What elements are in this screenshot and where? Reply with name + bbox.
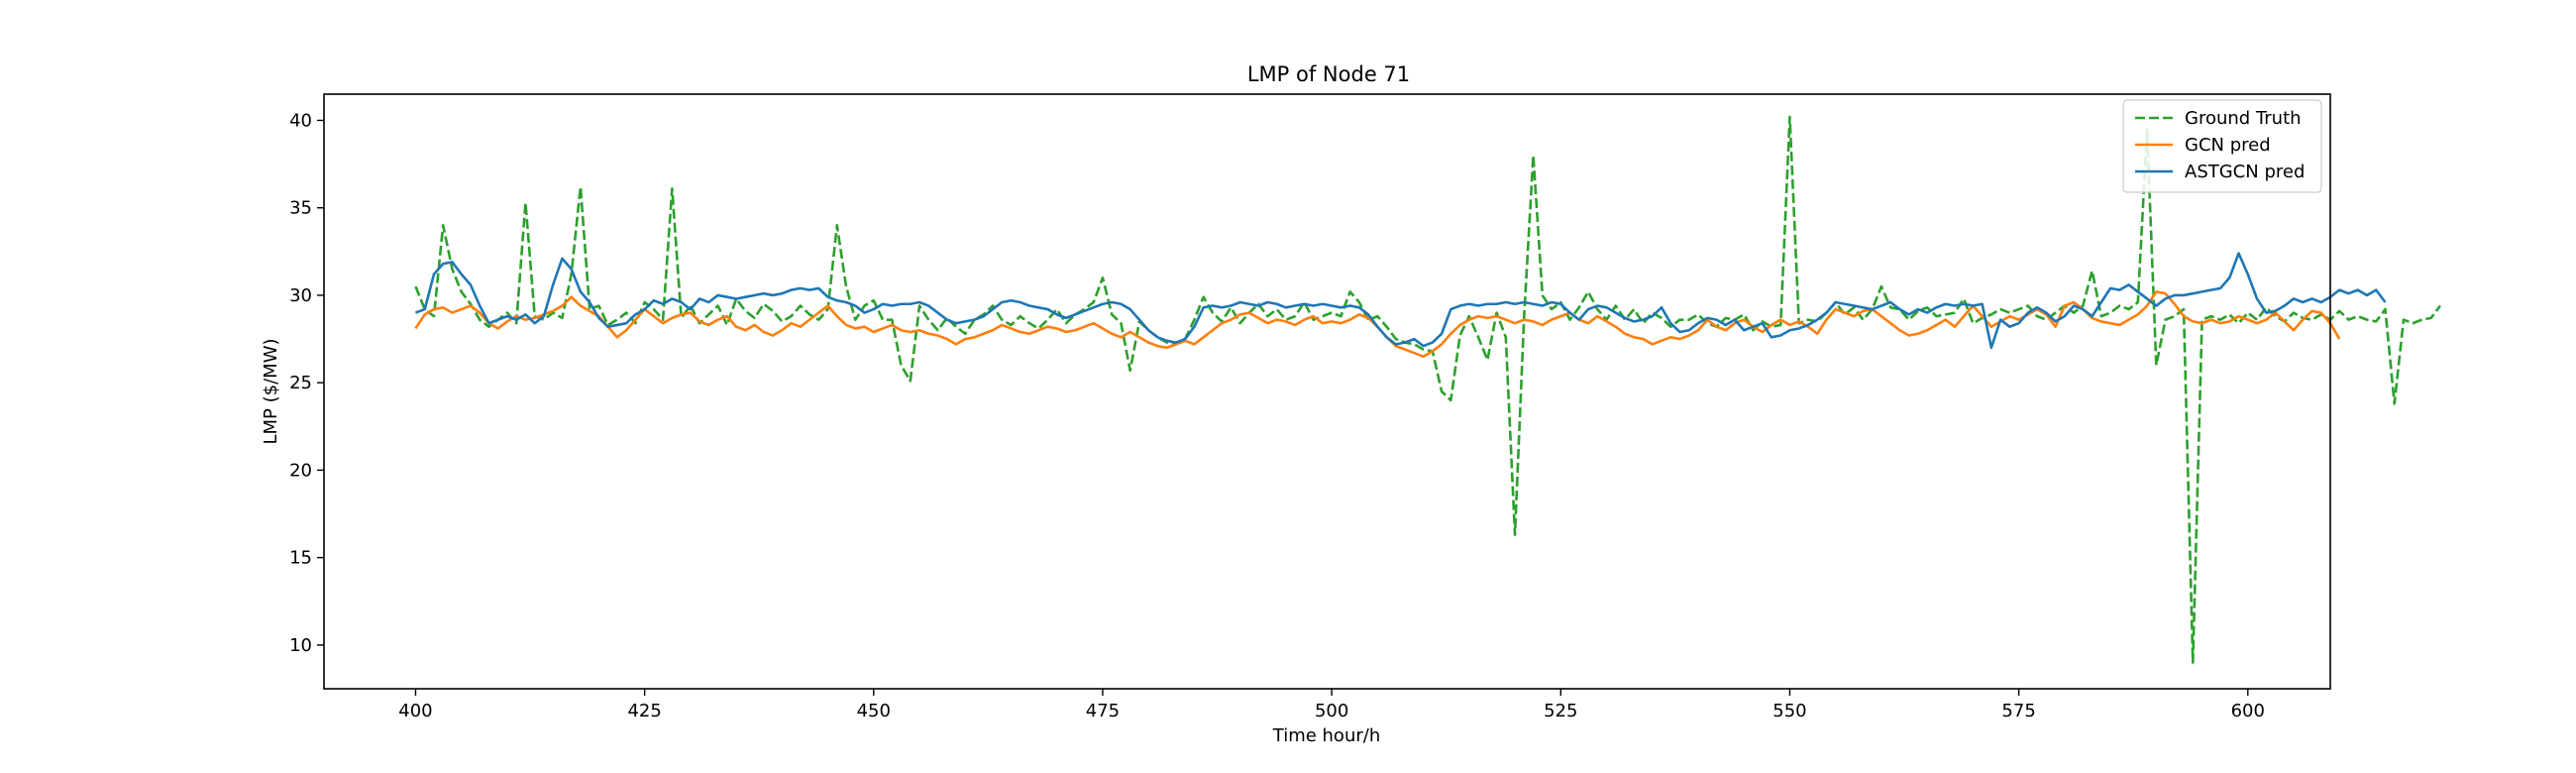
x-axis-label: Time hour/h	[1272, 725, 1380, 746]
x-tick-label: 600	[2231, 701, 2265, 721]
legend-label-gcn-pred: GCN pred	[2185, 135, 2271, 156]
series-line-ground-truth	[414, 115, 2442, 664]
plot-area	[414, 115, 2442, 664]
plot-frame	[323, 93, 2331, 690]
legend: Ground Truth GCN pred ASTGCN pred	[2122, 99, 2322, 193]
y-tick-label: 40	[289, 110, 312, 131]
x-axis: 400 425 450 475 500 525 550 575 600	[398, 689, 2265, 721]
x-tick-label: 575	[2001, 701, 2035, 721]
legend-label-ground-truth: Ground Truth	[2185, 108, 2302, 129]
series-line-astgcn-pred	[415, 252, 2387, 350]
x-tick-label: 500	[1315, 701, 1348, 721]
x-tick-label: 450	[857, 701, 891, 721]
y-axis: 10 15 20 25 30 35 40	[289, 110, 324, 656]
y-tick-label: 35	[289, 198, 312, 219]
y-tick-label: 30	[289, 285, 312, 306]
x-tick-label: 475	[1086, 701, 1120, 721]
legend-label-astgcn-pred: ASTGCN pred	[2185, 162, 2305, 182]
chart-title: LMP of Node 71	[1247, 62, 1410, 86]
legend-box	[2122, 99, 2322, 193]
x-tick-label: 425	[627, 701, 661, 721]
y-tick-label: 20	[289, 460, 312, 481]
y-tick-label: 25	[289, 373, 312, 393]
y-tick-label: 15	[289, 548, 312, 569]
x-tick-label: 550	[1772, 701, 1806, 721]
y-axis-label: LMP ($/MW)	[261, 338, 281, 444]
x-tick-label: 525	[1544, 701, 1577, 721]
x-tick-label: 400	[398, 701, 432, 721]
y-tick-label: 10	[289, 635, 312, 656]
